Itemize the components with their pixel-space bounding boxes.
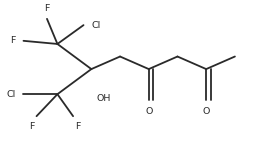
Text: Cl: Cl [91, 21, 100, 30]
Text: O: O [145, 107, 152, 116]
Text: F: F [44, 4, 50, 13]
Text: O: O [203, 107, 210, 116]
Text: F: F [29, 122, 34, 131]
Text: F: F [76, 122, 81, 131]
Text: OH: OH [97, 94, 111, 103]
Text: F: F [10, 36, 16, 45]
Text: Cl: Cl [7, 90, 16, 99]
